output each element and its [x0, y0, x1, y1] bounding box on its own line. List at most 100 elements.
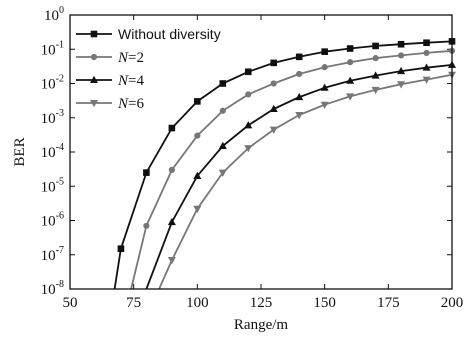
legend-label-text: =4 [128, 73, 144, 89]
y-tick-base: 10 [41, 77, 56, 93]
data-point [193, 171, 202, 179]
data-point [167, 217, 176, 226]
data-point [346, 76, 355, 84]
data-point [219, 107, 226, 114]
data-point [295, 112, 304, 120]
data-point [194, 98, 201, 105]
data-point [193, 205, 202, 213]
data-point [269, 104, 278, 113]
y-tick-exponent: -1 [56, 39, 64, 50]
data-point [244, 145, 253, 153]
data-point [346, 93, 355, 101]
y-tick-label: 10-3 [41, 108, 64, 127]
legend-label-text: Without diversity [118, 26, 221, 42]
x-tick-label: 125 [250, 295, 273, 311]
y-tick-exponent: 0 [59, 5, 64, 16]
y-tick-base: 10 [41, 145, 56, 161]
series-line [130, 49, 453, 290]
data-point [320, 101, 329, 109]
data-point [320, 83, 329, 91]
data-point [371, 71, 380, 79]
data-point [422, 76, 431, 84]
data-point [117, 245, 125, 253]
data-point [295, 53, 303, 61]
data-point [347, 59, 354, 66]
legend-label-text: =6 [128, 96, 144, 112]
series-1 [130, 47, 456, 290]
data-point [244, 68, 252, 76]
data-point [143, 222, 150, 229]
data-point [167, 257, 176, 265]
legend-label: N=4 [117, 73, 144, 89]
data-point [397, 52, 405, 59]
legend-marker [90, 100, 98, 108]
data-point [372, 42, 379, 50]
data-point [194, 132, 201, 139]
series-2 [145, 60, 456, 290]
legend-label-variable: N [117, 73, 129, 89]
y-tick-exponent: -7 [56, 245, 64, 256]
data-point [346, 45, 354, 52]
x-tick-label: 100 [186, 295, 209, 311]
x-tick-label: 200 [441, 295, 464, 311]
data-point [270, 59, 278, 67]
y-tick-label: 10-7 [41, 245, 64, 264]
y-tick-base: 10 [41, 111, 56, 127]
data-point [296, 70, 303, 78]
data-point [423, 39, 430, 47]
y-tick-exponent: -3 [56, 108, 64, 119]
y-tick-exponent: -5 [56, 176, 64, 187]
y-tick-label: 10-4 [41, 142, 64, 161]
tick-labels: 50 75 100 125 150 175 20010010-110-210-310-410… [41, 5, 464, 311]
y-tick-base: 10 [44, 8, 59, 24]
legend-label: N=2 [117, 50, 144, 66]
data-point [371, 86, 380, 95]
data-point [245, 91, 252, 98]
legend-label: N=6 [117, 96, 144, 112]
y-tick-base: 10 [41, 282, 56, 298]
y-tick-exponent: -8 [56, 279, 64, 290]
x-axis-label: Range/m [234, 317, 288, 333]
plot-frame [69, 14, 453, 290]
x-tick-label: 175 [377, 295, 400, 311]
legend-label-variable: N [117, 96, 129, 112]
data-point [372, 55, 379, 62]
legend-label: Without diversity [118, 26, 221, 42]
data-point [321, 48, 328, 55]
y-tick-base: 10 [41, 179, 56, 195]
data-point [218, 169, 227, 177]
x-tick-label: 50 [63, 295, 78, 311]
series-0 [113, 38, 456, 290]
y-tick-base: 10 [41, 42, 56, 58]
legend-marker [90, 30, 98, 38]
data-point [321, 64, 328, 71]
y-tick-exponent: -6 [56, 211, 64, 222]
legend-marker [90, 75, 98, 83]
series-3 [158, 71, 456, 290]
legend-marker [90, 53, 98, 61]
data-point [295, 92, 304, 101]
x-tick-label: 150 [313, 295, 336, 311]
series-group [113, 38, 456, 290]
data-point [218, 141, 227, 149]
data-point [397, 66, 406, 75]
series-line [158, 73, 453, 290]
data-point [168, 124, 176, 132]
data-point [219, 80, 227, 87]
y-tick-base: 10 [41, 214, 56, 230]
legend-label-text: =2 [128, 50, 144, 66]
data-point [143, 169, 150, 176]
y-tick-label: 10-6 [41, 211, 64, 230]
y-tick-label: 100 [44, 5, 64, 24]
y-axis-label: BER [12, 137, 28, 166]
data-point [423, 49, 430, 57]
y-tick-base: 10 [41, 248, 56, 264]
data-point [269, 126, 278, 134]
y-tick-label: 10-8 [41, 279, 64, 298]
y-tick-exponent: -4 [56, 142, 64, 153]
series-line [113, 40, 453, 290]
data-point [397, 40, 405, 48]
data-point [397, 81, 406, 89]
